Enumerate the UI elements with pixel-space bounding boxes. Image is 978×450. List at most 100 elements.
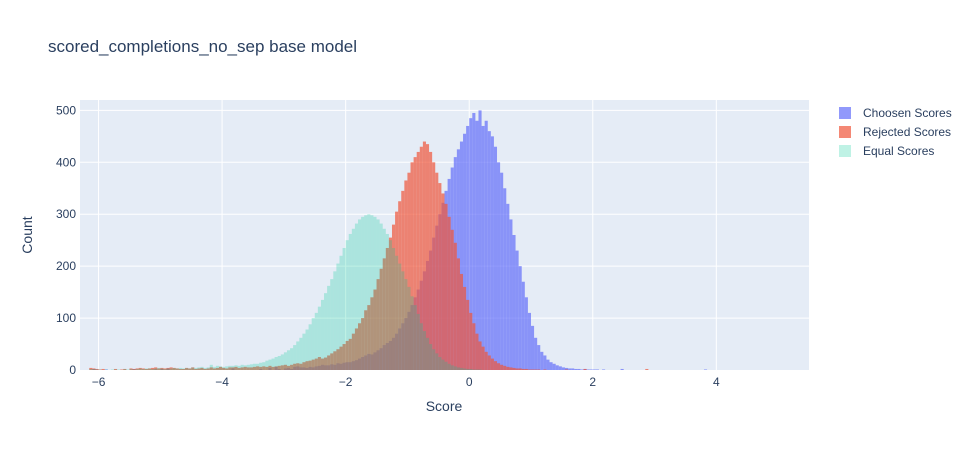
histogram-bar: [151, 368, 155, 370]
histogram-bar: [453, 366, 457, 370]
legend-label: Rejected Scores: [863, 125, 951, 139]
histogram-bar: [98, 369, 102, 370]
histogram-bar: [160, 367, 164, 370]
histogram-bar: [351, 228, 355, 370]
histogram-bar: [438, 183, 442, 370]
histogram-bar: [410, 296, 414, 370]
histogram-bar: [441, 193, 445, 370]
histogram-bar: [163, 368, 167, 370]
histogram-bar: [302, 362, 306, 370]
histogram-bar: [354, 328, 359, 370]
histogram-bar: [410, 162, 414, 370]
histogram-bar: [265, 360, 269, 370]
histogram-bar: [154, 367, 158, 370]
histogram-bar: [283, 352, 287, 370]
histogram-bar: [490, 358, 494, 370]
histogram-bars: [89, 110, 708, 371]
histogram-bar: [447, 363, 451, 370]
histogram-bar: [209, 364, 213, 370]
histogram-bar: [240, 364, 244, 370]
histogram-bar: [558, 366, 562, 370]
histogram-bar: [432, 349, 436, 370]
y-tick-label: 0: [69, 363, 76, 377]
histogram-bar: [222, 366, 226, 370]
histogram-bar: [475, 369, 479, 370]
histogram-bar: [645, 368, 649, 370]
histogram-bar: [401, 271, 405, 370]
histogram-bar: [358, 323, 362, 370]
histogram-bar: [194, 368, 198, 370]
histogram-bar: [583, 368, 587, 370]
histogram-bar: [249, 367, 253, 370]
y-axis-ticks: 0 100 200 300 400 500: [56, 103, 76, 377]
histogram-bar: [342, 247, 346, 370]
x-tick-label: −2: [339, 375, 353, 389]
histogram-bar: [92, 368, 96, 370]
histogram-bar: [419, 146, 423, 370]
histogram-bar: [367, 214, 371, 370]
histogram-bar: [265, 366, 269, 370]
histogram-bar: [320, 299, 325, 370]
histogram-bar: [459, 367, 464, 370]
legend-item[interactable]: Choosen Scores: [839, 106, 952, 120]
legend[interactable]: Choosen Scores Rejected Scores Equal Score…: [839, 106, 952, 158]
histogram-bar: [425, 144, 430, 370]
series-rejected-scores: [89, 141, 649, 370]
legend-label: Equal Scores: [863, 144, 934, 158]
histogram-bar: [336, 263, 340, 370]
histogram-bar: [469, 118, 473, 370]
legend-item[interactable]: Equal Scores: [839, 144, 934, 158]
histogram-bar: [475, 333, 479, 370]
histogram-bar: [308, 360, 312, 370]
histogram-bar: [89, 367, 93, 370]
histogram-bar: [537, 345, 541, 370]
histogram-bar: [314, 312, 318, 370]
legend-swatch: [839, 145, 851, 157]
histogram-bar: [487, 355, 491, 370]
histogram-bar: [490, 136, 494, 370]
histogram-bar: [364, 215, 368, 370]
histogram-bar: [169, 367, 173, 370]
histogram-bar: [209, 367, 213, 370]
histogram-bar: [497, 363, 501, 370]
histogram-bar: [463, 133, 467, 370]
y-tick-label: 400: [56, 155, 76, 169]
histogram-bar: [138, 368, 142, 370]
y-tick-label: 200: [56, 259, 76, 273]
histogram-bar: [382, 228, 386, 370]
histogram-bar: [144, 368, 148, 370]
histogram-bar: [450, 365, 454, 370]
histogram-bar: [500, 172, 504, 370]
histogram-bar: [228, 365, 232, 370]
histogram-bar: [181, 368, 186, 370]
histogram-bar: [311, 318, 315, 370]
histogram-bar: [228, 367, 232, 370]
histogram-bar: [314, 358, 318, 370]
histogram-bar: [515, 368, 519, 370]
histogram-bar: [379, 268, 383, 370]
histogram-bar: [256, 366, 260, 370]
histogram-bar: [534, 337, 538, 370]
histogram-bar: [89, 368, 93, 370]
series-equal-scores: [89, 214, 482, 370]
histogram-bar: [123, 368, 127, 370]
histogram-bar: [268, 365, 272, 370]
histogram-bar: [327, 285, 331, 370]
histogram-bar: [484, 120, 488, 371]
histogram-bar: [453, 242, 457, 370]
histogram-bar: [429, 344, 433, 370]
histogram-bar: [191, 367, 195, 370]
histogram-bar: [178, 368, 182, 370]
histogram-bar: [506, 203, 510, 370]
histogram-bar: [564, 367, 569, 370]
y-axis-label: Count: [19, 216, 35, 253]
histogram-bar: [219, 366, 223, 370]
histogram-bar: [120, 369, 124, 370]
legend-item[interactable]: Rejected Scores: [839, 125, 951, 139]
histogram-bar: [132, 368, 136, 370]
histogram-bar: [518, 368, 522, 370]
histogram-bar: [373, 216, 377, 370]
histogram-bar: [466, 125, 470, 370]
histogram-bar: [503, 188, 507, 370]
legend-swatch: [839, 107, 851, 119]
